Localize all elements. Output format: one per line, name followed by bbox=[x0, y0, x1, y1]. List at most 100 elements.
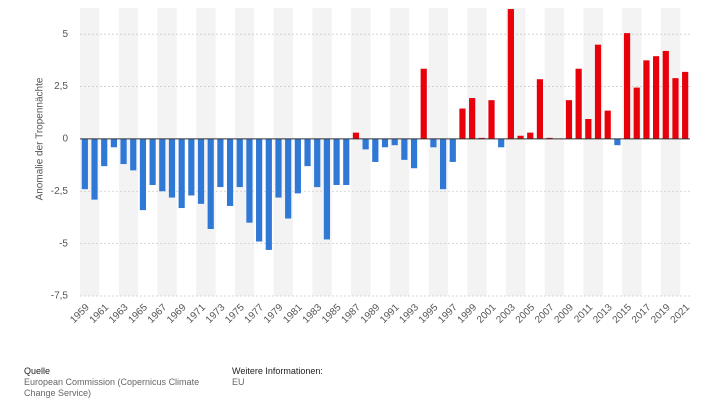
bar bbox=[178, 138, 185, 209]
x-tick-label: 1965 bbox=[126, 302, 150, 326]
background-band bbox=[273, 8, 294, 296]
bar bbox=[488, 100, 495, 139]
x-tick-label: 1993 bbox=[398, 302, 422, 326]
bar bbox=[682, 71, 689, 139]
x-tick-label: 2007 bbox=[533, 302, 557, 326]
x-tick-label: 1967 bbox=[146, 302, 170, 326]
bar bbox=[333, 138, 340, 185]
bar bbox=[197, 138, 205, 204]
bar bbox=[285, 138, 292, 219]
bar bbox=[304, 138, 311, 167]
bar bbox=[401, 138, 408, 160]
x-tick-label: 2017 bbox=[630, 302, 654, 326]
bar bbox=[643, 60, 650, 139]
bar bbox=[594, 44, 602, 139]
x-tick-label: 2013 bbox=[591, 302, 615, 326]
x-tick-label: 2009 bbox=[552, 302, 576, 326]
x-tick-label: 2021 bbox=[669, 302, 693, 326]
info-block: Weitere Informationen: EU bbox=[232, 366, 323, 388]
x-tick-label: 1961 bbox=[88, 302, 112, 326]
bar bbox=[226, 138, 234, 206]
x-tick-label: 1971 bbox=[185, 302, 209, 326]
bar bbox=[391, 138, 398, 146]
y-tick-label: 0 bbox=[62, 134, 68, 145]
bar bbox=[275, 138, 282, 198]
bar bbox=[498, 138, 505, 148]
bar bbox=[265, 138, 272, 250]
background-band bbox=[157, 8, 177, 296]
x-tick-label: 1989 bbox=[359, 302, 383, 326]
bar bbox=[168, 138, 176, 198]
bar bbox=[139, 138, 147, 211]
bar bbox=[633, 87, 640, 139]
bar bbox=[91, 138, 98, 200]
x-tick-label: 1973 bbox=[204, 302, 228, 326]
bar bbox=[507, 9, 514, 139]
bar bbox=[217, 138, 224, 188]
bar bbox=[439, 138, 447, 190]
background-band bbox=[544, 8, 565, 296]
bar bbox=[294, 138, 301, 194]
x-tick-label: 1987 bbox=[339, 302, 363, 326]
bar bbox=[120, 138, 127, 165]
x-tick-label: 1977 bbox=[243, 302, 267, 326]
source-block: Quelle European Commission (Copernicus C… bbox=[24, 366, 214, 399]
bar bbox=[159, 138, 166, 192]
bar bbox=[672, 78, 679, 139]
bar bbox=[236, 138, 243, 188]
x-tick-label: 1959 bbox=[68, 302, 92, 326]
background-band bbox=[118, 8, 139, 296]
x-tick-label: 1969 bbox=[165, 302, 189, 326]
x-tick-label: 1979 bbox=[262, 302, 286, 326]
y-tick-label: -5 bbox=[59, 238, 68, 249]
bar bbox=[352, 132, 360, 139]
bar bbox=[536, 79, 544, 139]
info: EU bbox=[232, 377, 245, 387]
y-tick-label: 5 bbox=[62, 29, 68, 40]
bar bbox=[459, 108, 466, 139]
x-tick-label: 1999 bbox=[456, 302, 480, 326]
bar bbox=[653, 56, 660, 139]
bar bbox=[372, 138, 379, 162]
bar bbox=[246, 138, 253, 223]
x-tick-label: 2011 bbox=[572, 302, 595, 325]
bar bbox=[188, 138, 195, 196]
x-tick-label: 1997 bbox=[436, 302, 460, 326]
bar bbox=[410, 138, 418, 169]
source-title: Quelle bbox=[24, 366, 51, 376]
bar bbox=[469, 98, 476, 139]
bar bbox=[420, 68, 427, 139]
x-tick-label: 2003 bbox=[494, 302, 518, 326]
x-tick-label: 2001 bbox=[475, 302, 499, 326]
bar bbox=[623, 33, 631, 139]
bar bbox=[585, 119, 592, 139]
background-band bbox=[234, 8, 255, 296]
background-band bbox=[351, 8, 371, 296]
bar bbox=[149, 138, 156, 185]
bar bbox=[449, 138, 456, 162]
bar bbox=[614, 138, 621, 146]
bar bbox=[314, 138, 321, 188]
bar bbox=[546, 137, 553, 139]
x-tick-label: 2015 bbox=[611, 302, 635, 326]
bar bbox=[662, 50, 669, 139]
bar bbox=[110, 138, 117, 148]
bar bbox=[256, 138, 263, 242]
chart: Anomalie der Tropennächte -7,5 -5 -2,5 0 2,5… bbox=[35, 8, 693, 326]
bar bbox=[362, 138, 369, 150]
background-band bbox=[389, 8, 410, 296]
y-tick-label: -2,5 bbox=[51, 186, 69, 197]
bar bbox=[430, 138, 437, 148]
x-tick-label: 1963 bbox=[107, 302, 131, 326]
bar bbox=[81, 138, 88, 190]
bar bbox=[527, 132, 534, 139]
bar bbox=[604, 110, 611, 139]
x-tick-label: 2005 bbox=[514, 302, 538, 326]
bar bbox=[575, 68, 582, 139]
bar bbox=[101, 138, 108, 167]
x-tick-label: 1983 bbox=[301, 302, 325, 326]
y-tick-label: 2,5 bbox=[54, 81, 68, 92]
bar bbox=[517, 135, 524, 139]
source: European Commission (Copernicus Climate … bbox=[24, 377, 200, 398]
